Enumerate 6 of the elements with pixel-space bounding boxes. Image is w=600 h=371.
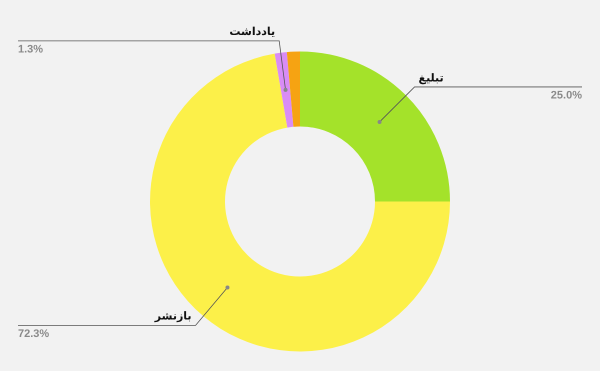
slice-label: تبلیغ (418, 71, 444, 84)
data-label: 72.3% (18, 328, 50, 340)
data-label: 25.0% (550, 89, 582, 102)
data-label: 1.3% (18, 43, 44, 56)
slice-label: بازنشر (154, 310, 192, 323)
slice-label: یادداشت (229, 25, 276, 38)
